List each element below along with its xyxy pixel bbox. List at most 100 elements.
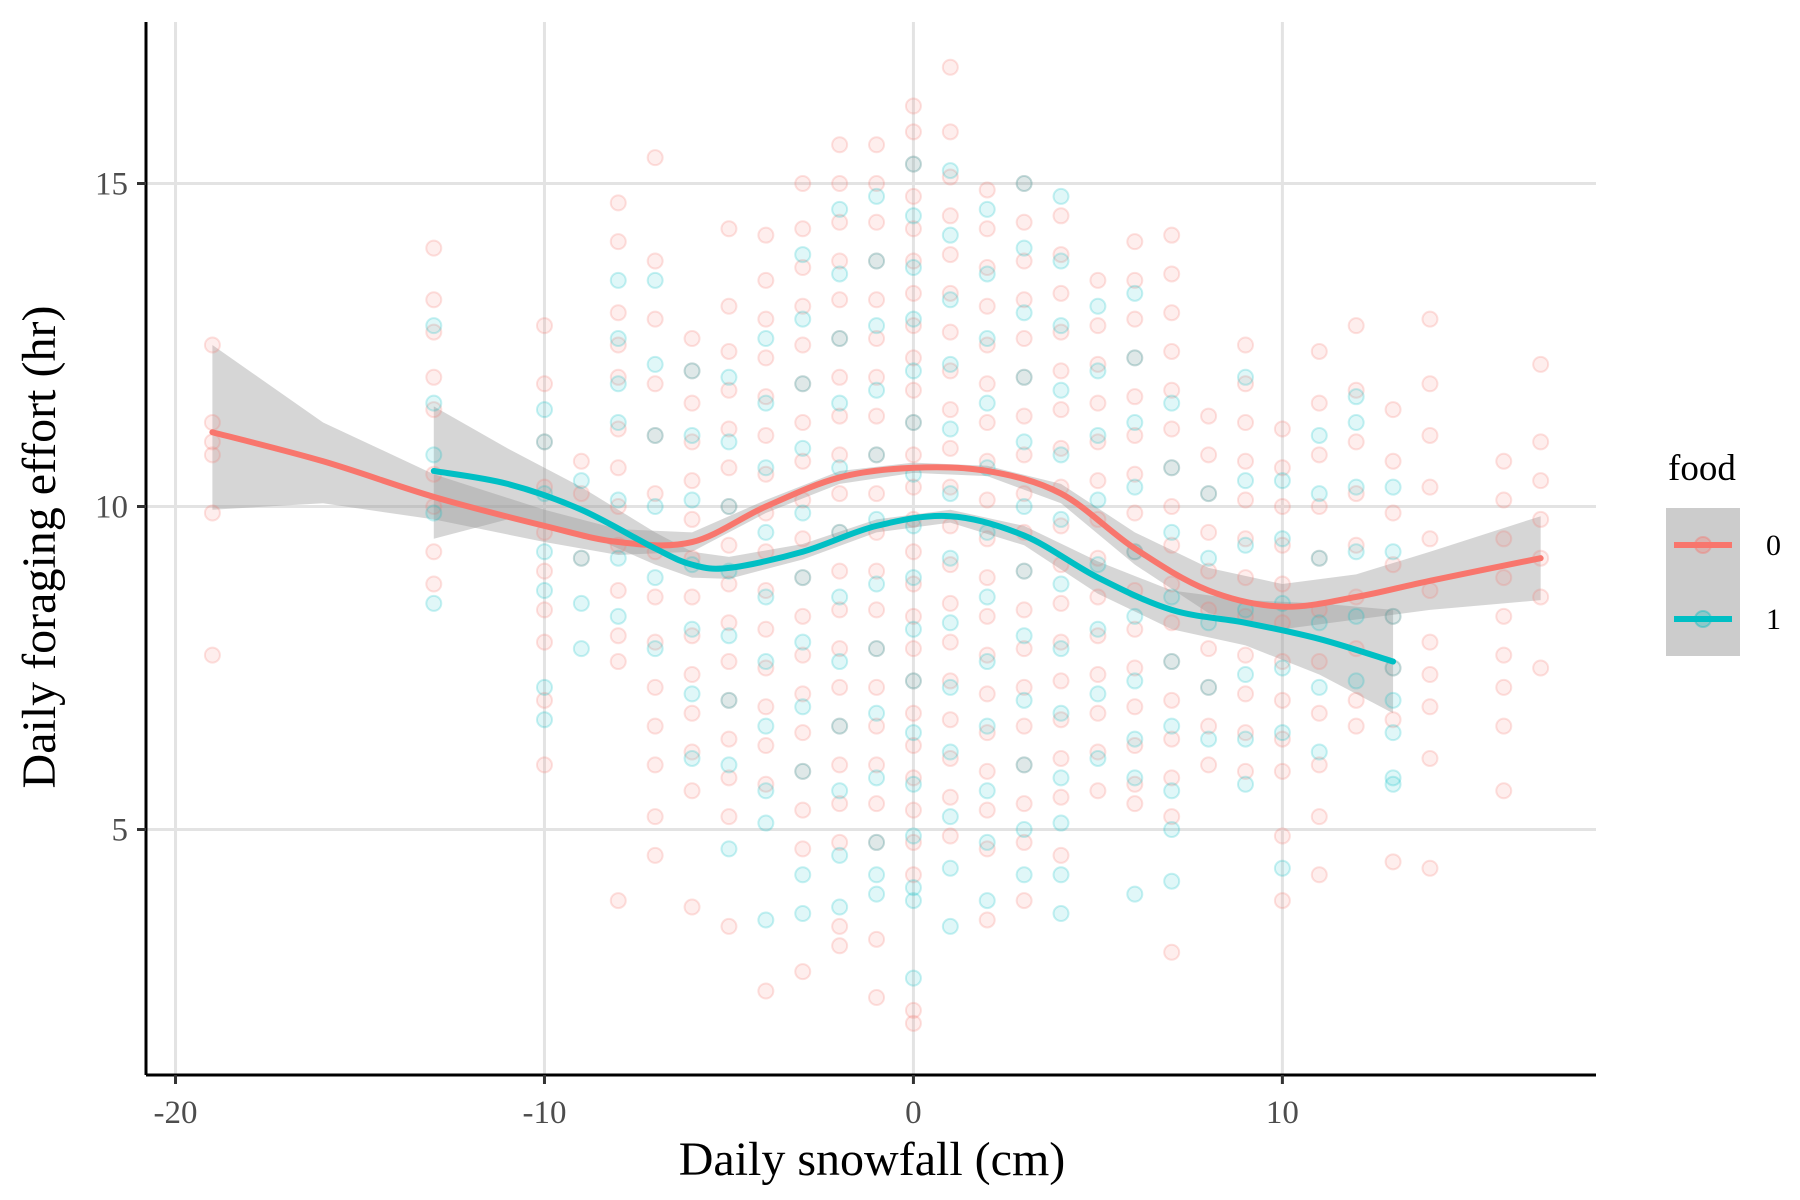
data-point: [1163, 536, 1181, 554]
data-point: [1273, 691, 1291, 709]
data-point: [978, 220, 996, 238]
data-point: [425, 594, 443, 612]
data-point: [1015, 640, 1033, 658]
data-point: [868, 930, 886, 948]
data-point: [904, 317, 922, 335]
confidence-bands: [212, 345, 1541, 714]
data-point: [831, 562, 849, 580]
data-point: [609, 627, 627, 645]
data-point: [535, 317, 553, 335]
y-tick-label: 15: [95, 167, 128, 203]
data-point: [941, 355, 959, 373]
data-point: [831, 917, 849, 935]
data-point: [831, 717, 849, 735]
data-point: [904, 866, 922, 884]
data-point: [1126, 737, 1144, 755]
data-point: [646, 846, 664, 864]
data-point: [941, 168, 959, 186]
data-point: [978, 646, 996, 664]
data-point: [1236, 472, 1254, 490]
data-point: [868, 601, 886, 619]
data-point: [1015, 213, 1033, 231]
data-point: [1236, 730, 1254, 748]
data-point: [941, 207, 959, 225]
data-point: [794, 698, 812, 716]
data-point: [1052, 381, 1070, 399]
data-point: [646, 717, 664, 735]
data-point: [1236, 375, 1254, 393]
data-point: [1052, 904, 1070, 922]
data-point: [794, 569, 812, 587]
data-point: [794, 375, 812, 393]
data-point: [757, 459, 775, 477]
data-point: [868, 833, 886, 851]
data-point: [904, 833, 922, 851]
data-point: [1089, 743, 1107, 761]
data-point: [978, 782, 996, 800]
data-point: [1126, 672, 1144, 690]
data-point: [1089, 620, 1107, 638]
data-point: [1052, 749, 1070, 767]
data-point: [609, 368, 627, 386]
data-point: [941, 439, 959, 457]
data-point: [1384, 711, 1402, 729]
data-point: [1421, 375, 1439, 393]
data-point: [1163, 420, 1181, 438]
data-point: [1421, 530, 1439, 548]
data-point: [904, 724, 922, 742]
data-point: [868, 175, 886, 193]
data-point: [1200, 730, 1218, 748]
data-point: [831, 588, 849, 606]
data-point: [794, 375, 812, 393]
data-point: [1236, 491, 1254, 509]
data-point: [978, 491, 996, 509]
data-point: [941, 614, 959, 632]
data-points: [203, 58, 1550, 1032]
legend-label-0: 0: [1766, 529, 1781, 562]
data-point: [941, 633, 959, 651]
data-point: [1052, 517, 1070, 535]
x-tick-label: -10: [522, 1095, 566, 1131]
data-point: [1347, 691, 1365, 709]
data-point: [1273, 892, 1291, 910]
data-point: [904, 620, 922, 638]
data-point: [1236, 368, 1254, 386]
data-point: [978, 724, 996, 742]
data-point: [1015, 175, 1033, 193]
data-point: [1273, 459, 1291, 477]
data-point: [1015, 239, 1033, 257]
data-point: [1163, 769, 1181, 787]
data-point: [720, 297, 738, 315]
x-axis-title: Daily snowfall (cm): [679, 1133, 1066, 1186]
data-point: [1532, 472, 1550, 490]
data-point: [831, 640, 849, 658]
data-point: [203, 414, 221, 432]
data-point: [720, 840, 738, 858]
data-point: [1089, 362, 1107, 380]
data-point: [794, 297, 812, 315]
data-point: [1347, 433, 1365, 451]
data-point: [941, 226, 959, 244]
data-point: [794, 310, 812, 328]
data-point: [794, 246, 812, 264]
data-point: [941, 517, 959, 535]
data-point: [831, 653, 849, 671]
data-point: [904, 827, 922, 845]
data-point: [978, 717, 996, 735]
data-point: [609, 459, 627, 477]
data-point: [831, 459, 849, 477]
data-point: [757, 349, 775, 367]
data-point: [941, 594, 959, 612]
data-point: [609, 330, 627, 348]
data-point: [1052, 362, 1070, 380]
data-point: [794, 530, 812, 548]
data-point: [609, 653, 627, 671]
data-point: [425, 291, 443, 309]
data-point: [720, 756, 738, 774]
data-point: [831, 756, 849, 774]
data-point: [1015, 485, 1033, 503]
data-point: [757, 782, 775, 800]
data-point: [1015, 795, 1033, 813]
data-point: [1052, 788, 1070, 806]
data-point: [1052, 187, 1070, 205]
